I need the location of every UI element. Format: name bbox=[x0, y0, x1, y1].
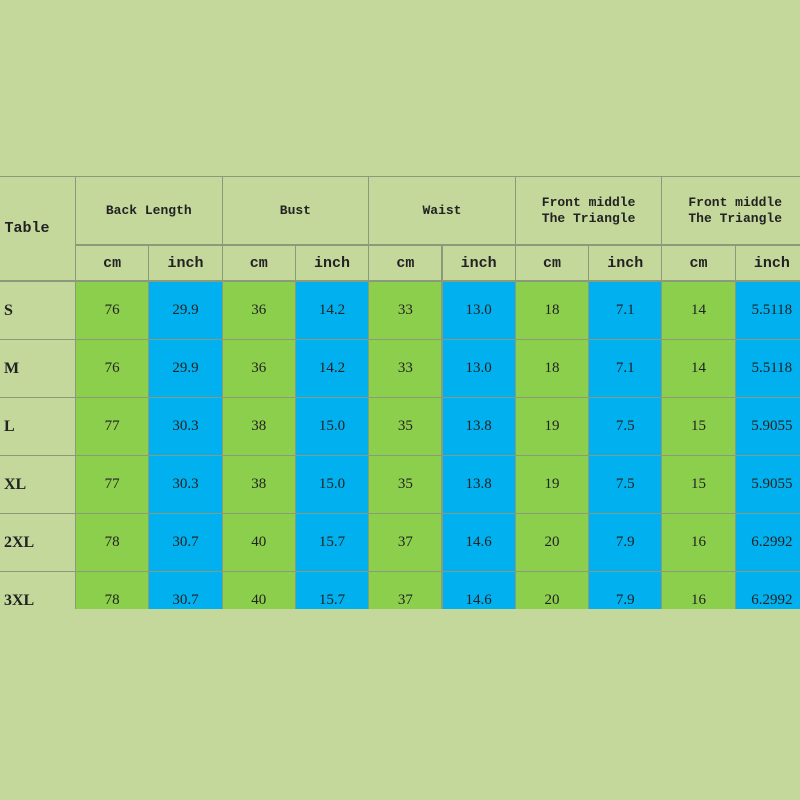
unit-header: inch bbox=[294, 245, 370, 281]
value-cell: 14.6 bbox=[441, 571, 516, 609]
value-cell: 14.2 bbox=[294, 281, 370, 340]
value-cell: 13.8 bbox=[441, 397, 516, 456]
value-cell: 5.9055 bbox=[734, 455, 800, 514]
size-label: S bbox=[0, 281, 76, 340]
unit-header: inch bbox=[588, 245, 663, 281]
value-cell: 15.0 bbox=[294, 455, 370, 514]
value-cell: 33 bbox=[368, 339, 443, 398]
value-cell: 6.2992 bbox=[734, 513, 800, 572]
value-cell: 77 bbox=[75, 455, 150, 514]
value-cell: 78 bbox=[75, 513, 150, 572]
unit-header: cm bbox=[368, 245, 443, 281]
value-cell: 13.0 bbox=[441, 281, 516, 340]
group-header: Bust bbox=[221, 176, 370, 245]
value-cell: 36 bbox=[221, 339, 296, 398]
size-label: 2XL bbox=[0, 513, 76, 572]
size-label: XL bbox=[0, 455, 76, 514]
value-cell: 19 bbox=[514, 455, 590, 514]
value-cell: 35 bbox=[368, 397, 443, 456]
value-cell: 40 bbox=[221, 571, 296, 609]
value-cell: 7.5 bbox=[588, 397, 663, 456]
value-cell: 15.7 bbox=[294, 571, 370, 609]
value-cell: 20 bbox=[514, 571, 590, 609]
value-cell: 37 bbox=[368, 571, 443, 609]
value-cell: 30.7 bbox=[148, 571, 223, 609]
value-cell: 36 bbox=[221, 281, 296, 340]
value-cell: 15 bbox=[661, 455, 736, 514]
size-label: L bbox=[0, 397, 76, 456]
group-header: Front middle The Triangle bbox=[661, 176, 800, 245]
value-cell: 35 bbox=[368, 455, 443, 514]
unit-header: inch bbox=[734, 245, 800, 281]
value-cell: 37 bbox=[368, 513, 443, 572]
value-cell: 33 bbox=[368, 281, 443, 340]
value-cell: 29.9 bbox=[148, 281, 223, 340]
value-cell: 7.9 bbox=[588, 513, 663, 572]
unit-header: inch bbox=[441, 245, 516, 281]
value-cell: 76 bbox=[75, 281, 150, 340]
value-cell: 18 bbox=[514, 281, 590, 340]
value-cell: 14 bbox=[661, 339, 736, 398]
value-cell: 7.5 bbox=[588, 455, 663, 514]
value-cell: 6.2992 bbox=[734, 571, 800, 609]
value-cell: 7.1 bbox=[588, 281, 663, 340]
value-cell: 38 bbox=[221, 397, 296, 456]
value-cell: 7.1 bbox=[588, 339, 663, 398]
group-header: Waist bbox=[368, 176, 516, 245]
value-cell: 5.9055 bbox=[734, 397, 800, 456]
value-cell: 76 bbox=[75, 339, 150, 398]
size-label: 3XL bbox=[0, 571, 76, 609]
value-cell: 16 bbox=[661, 571, 736, 609]
value-cell: 14 bbox=[661, 281, 736, 340]
value-cell: 19 bbox=[514, 397, 590, 456]
value-cell: 15 bbox=[661, 397, 736, 456]
value-cell: 14.2 bbox=[294, 339, 370, 398]
value-cell: 14.6 bbox=[441, 513, 516, 572]
value-cell: 29.9 bbox=[148, 339, 223, 398]
value-cell: 13.8 bbox=[441, 455, 516, 514]
value-cell: 30.3 bbox=[148, 397, 223, 456]
unit-header: cm bbox=[514, 245, 590, 281]
value-cell: 15.7 bbox=[294, 513, 370, 572]
group-header: Back Length bbox=[75, 176, 223, 245]
unit-header: cm bbox=[661, 245, 736, 281]
unit-header: inch bbox=[148, 245, 223, 281]
value-cell: 5.5118 bbox=[734, 339, 800, 398]
group-header: Front middle The Triangle bbox=[514, 176, 663, 245]
value-cell: 20 bbox=[514, 513, 590, 572]
value-cell: 38 bbox=[221, 455, 296, 514]
value-cell: 5.5118 bbox=[734, 281, 800, 340]
value-cell: 18 bbox=[514, 339, 590, 398]
value-cell: 78 bbox=[75, 571, 150, 609]
value-cell: 7.9 bbox=[588, 571, 663, 609]
value-cell: 30.3 bbox=[148, 455, 223, 514]
value-cell: 40 bbox=[221, 513, 296, 572]
value-cell: 15.0 bbox=[294, 397, 370, 456]
value-cell: 16 bbox=[661, 513, 736, 572]
title-cell: e Table bbox=[0, 176, 76, 281]
unit-header: cm bbox=[221, 245, 296, 281]
value-cell: 13.0 bbox=[441, 339, 516, 398]
value-cell: 77 bbox=[75, 397, 150, 456]
size-label: M bbox=[0, 339, 76, 398]
value-cell: 30.7 bbox=[148, 513, 223, 572]
unit-header: cm bbox=[75, 245, 150, 281]
